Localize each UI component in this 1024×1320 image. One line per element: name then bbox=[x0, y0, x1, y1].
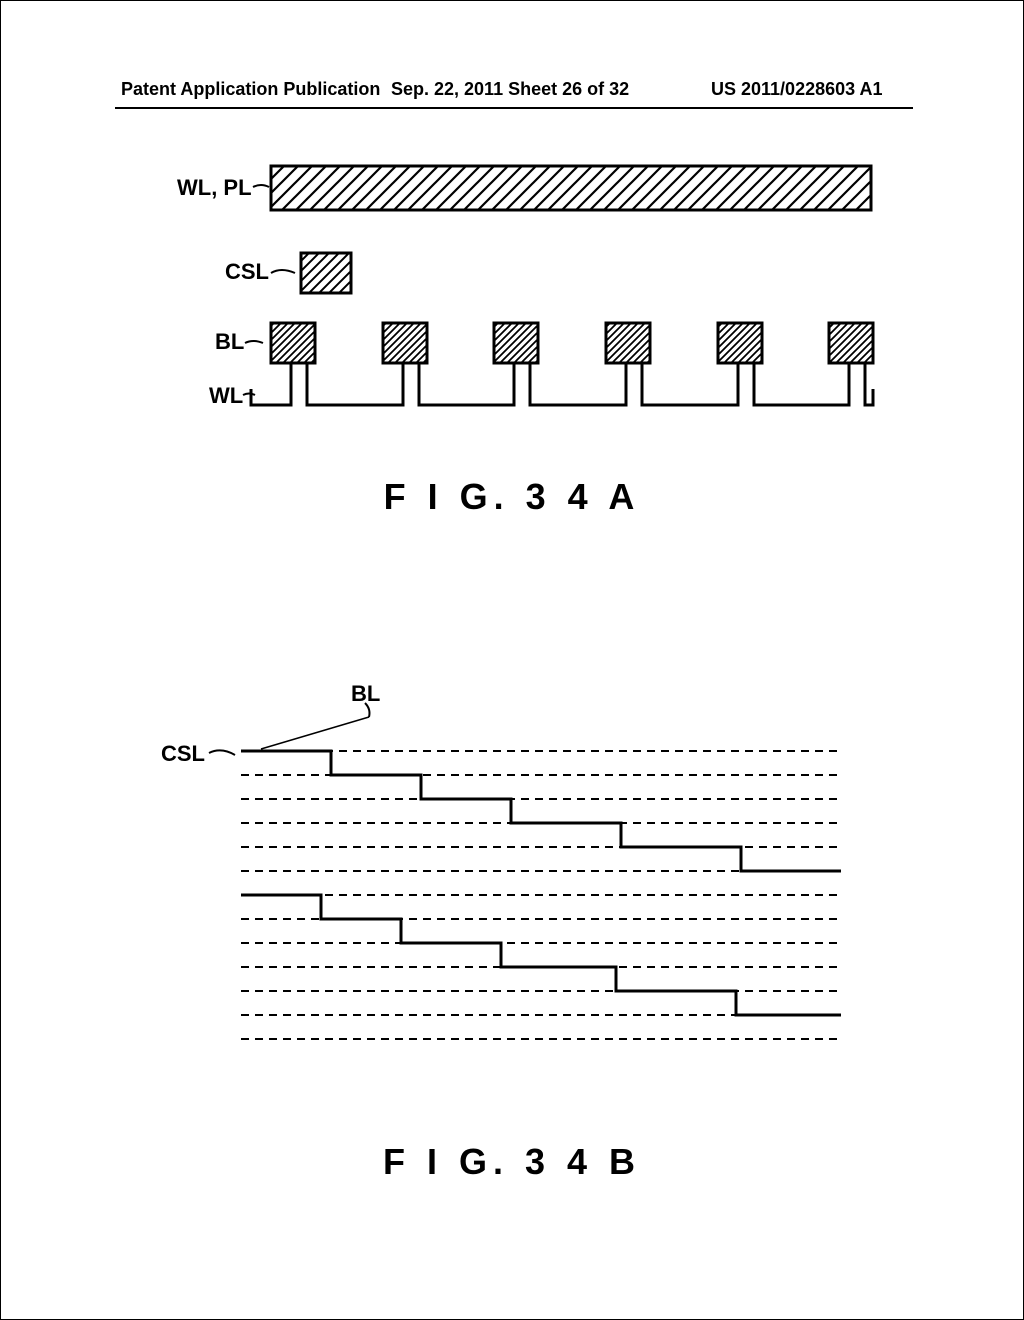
fig-34a-caption: F I G. 3 4 A bbox=[1, 476, 1023, 518]
fig-34b-caption: F I G. 3 4 B bbox=[1, 1141, 1023, 1183]
fig-34a-svg bbox=[1, 1, 1024, 441]
page-frame: Patent Application Publication Sep. 22, … bbox=[0, 0, 1024, 1320]
fig-34b-svg bbox=[1, 661, 1024, 1081]
